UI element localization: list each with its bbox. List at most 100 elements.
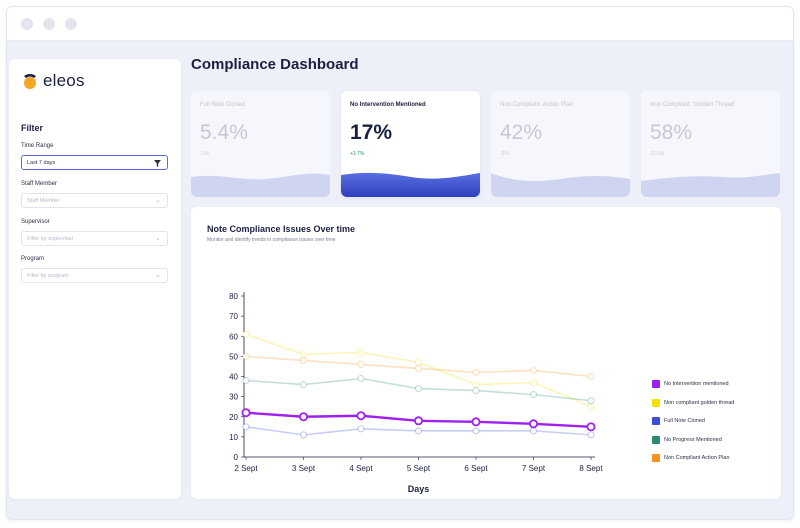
data-point [242,376,250,385]
metric-card-value: 42% [500,121,543,144]
data-point [241,408,251,418]
time-range-value: Last 7 days [27,160,56,166]
data-point [299,350,308,358]
page-title: Compliance Dashboard [191,56,359,73]
metric-card-wave [491,173,630,197]
chart-legend: No Intervention mentioned Non compliant g… [652,375,734,468]
chart-title: Note Compliance Issues Over time [207,224,356,234]
data-point [357,348,365,356]
data-point [528,419,538,429]
y-tick-label: 40 [229,373,238,382]
legend-swatch [652,435,660,444]
data-point [414,427,423,435]
window-dot-close[interactable] [21,18,33,30]
legend-item[interactable]: Non Compliant Action Plan [652,449,734,468]
chevron-down-icon: ⌄ [155,235,161,242]
time-range-label: Time Range [21,143,54,149]
y-tick-label: 0 [234,453,239,462]
data-point [587,403,595,411]
data-point [299,356,308,364]
metric-card-delta: -3% [500,151,509,157]
y-tick-label: 50 [229,352,238,361]
filter-sidebar: eleos Filter Time Range Last 7 days Staf… [9,59,181,499]
metric-card-action-plan[interactable]: Non Compliant: Action Plan 42% -3% [491,91,630,197]
data-point [413,416,423,426]
metric-card-title: Non Compliant: Action Plan [500,102,574,108]
y-tick-label: 80 [229,292,238,301]
staff-member-select[interactable]: Staff Member ⌄ [21,193,168,208]
x-tick-label: 3 Sept [292,464,316,473]
y-tick-label: 10 [229,433,238,442]
staff-member-label: Staff Member [21,181,57,187]
window-dot-maximize[interactable] [65,18,77,30]
data-point [529,391,538,399]
app-window: eleos Filter Time Range Last 7 days Staf… [6,6,794,520]
legend-label: Full Note Cloned [664,418,705,425]
data-point [299,380,308,389]
data-point [299,412,309,422]
supervisor-placeholder: Filter by supervisor [27,236,74,242]
legend-item[interactable]: No Intervention mentioned [652,375,734,394]
metric-card-no-intervention[interactable]: No Intervention Mentioned 17% +3.7% [341,91,480,197]
metric-card-full-note-cloned[interactable]: Full Note Cloned 5.4% -1% [191,91,330,197]
brand-logo[interactable]: eleos [21,71,85,91]
x-tick-label: 2 Sept [234,464,258,473]
y-tick-label: 20 [229,413,238,422]
metric-card-value: 58% [650,121,693,144]
legend-item[interactable]: No Progress Mentioned [652,431,734,450]
window-dot-minimize[interactable] [43,18,55,30]
chevron-down-icon: ⌄ [155,197,161,204]
metric-card-wave [191,173,330,197]
x-tick-label: 8 Sept [579,464,603,473]
chart-subtitle: Monitor and identify trends in complianc… [207,237,336,243]
data-point [529,366,538,375]
time-range-select[interactable]: Last 7 days [21,155,168,170]
legend-swatch [652,417,660,426]
metric-card-delta: 12.5% [650,151,665,157]
data-point [472,386,480,395]
metric-card-title: Non Compliant: 'Golden Thread' [650,102,736,108]
data-point [586,422,596,432]
line-chart: 0 10 20 30 40 50 60 70 80 2 Sept 3 Sept 4 Sept 5 Sep… [229,292,603,494]
data-point [587,431,595,439]
metric-card-wave [341,172,480,197]
data-point [414,364,423,373]
legend-label: Non Compliant Action Plan [664,455,730,462]
data-point [242,423,250,431]
data-point [472,380,480,389]
x-tick-label: 5 Sept [407,464,431,473]
metric-card-title: Full Note Cloned [200,102,245,108]
y-tick-label: 30 [229,393,238,402]
supervisor-select[interactable]: Filter by supervisor ⌄ [21,231,168,246]
program-select[interactable]: Filter by program ⌄ [21,268,168,283]
data-point [472,368,480,377]
data-point [472,427,480,435]
x-tick-label: 7 Sept [522,464,546,473]
program-placeholder: Filter by program [27,273,69,279]
data-point [242,330,250,338]
data-point [299,431,308,439]
data-point [471,417,481,427]
legend-label: Non compliant golden thread [664,399,735,406]
chevron-down-icon: ⌄ [155,272,161,279]
data-point [357,425,365,433]
supervisor-label: Supervisor [21,219,50,225]
legend-swatch [652,398,660,407]
data-point [414,358,423,367]
metric-card-value: 5.4% [200,121,248,144]
legend-item[interactable]: Non compliant golden thread [652,394,734,413]
data-point [356,411,366,421]
metric-card-value: 17% [350,121,393,144]
title-bar [7,7,793,41]
x-tick-label: 4 Sept [349,464,373,473]
program-label: Program [21,256,45,262]
funnel-icon[interactable] [154,160,161,167]
brand-name: eleos [43,71,85,90]
metric-card-delta: -1% [200,151,209,157]
legend-item[interactable]: Full Note Cloned [652,412,734,431]
y-tick-label: 60 [229,332,238,341]
data-point [414,384,423,393]
metric-card-golden-thread[interactable]: Non Compliant: 'Golden Thread' 58% 12.5% [641,91,780,197]
legend-label: No Intervention mentioned [664,381,729,388]
staff-member-placeholder: Staff Member [27,198,60,204]
